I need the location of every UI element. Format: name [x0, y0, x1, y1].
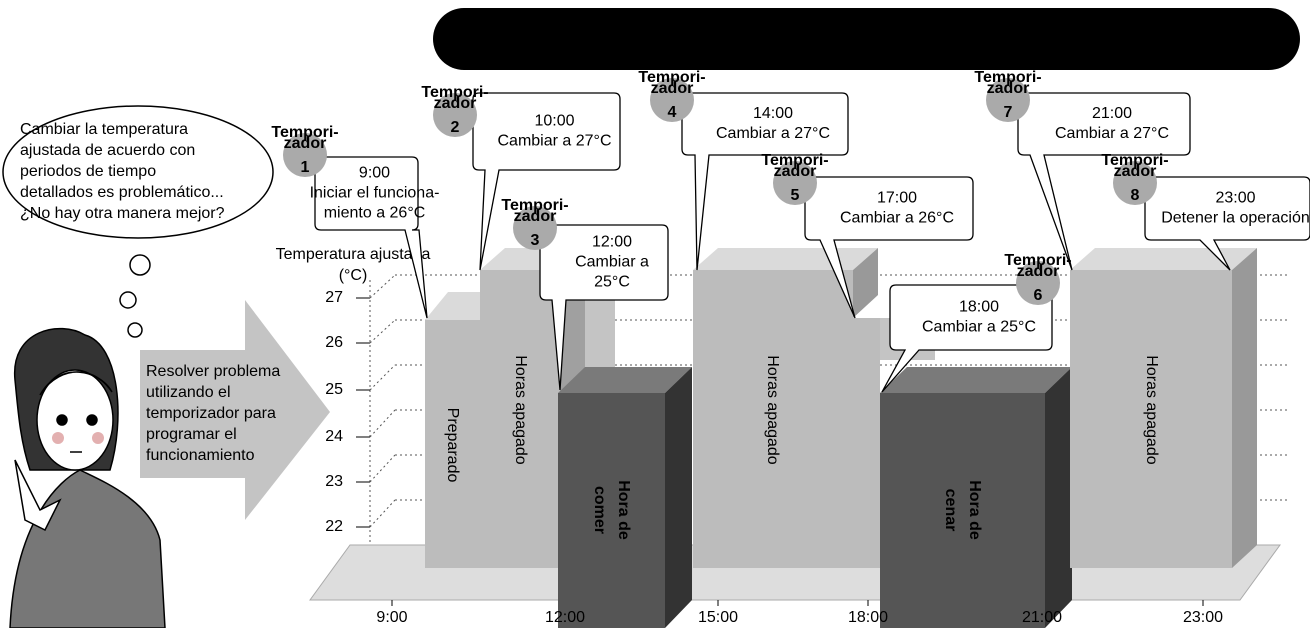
timer-number: 8 [1131, 187, 1140, 204]
callout-line: Cambiar a [575, 254, 649, 271]
timer-badge [433, 93, 477, 137]
block-label: Preparado [444, 408, 461, 483]
timer-badge-text: zador [774, 163, 817, 180]
timer-badge-text: Tempori- [638, 69, 705, 86]
thought-line: Cambiar la temperatura [20, 121, 188, 138]
timer-badge-text: Tempori- [1101, 152, 1168, 169]
timer-number: 7 [1004, 104, 1013, 121]
callout-line: Detener la operación [1161, 210, 1310, 227]
thought-line: detallados es problemático... [20, 184, 224, 201]
callout-line: 12:00 [592, 234, 632, 251]
timer-badge-text: zador [434, 95, 477, 112]
callout-line: 21:00 [1092, 105, 1132, 122]
block-label: Hora de [615, 480, 632, 540]
timer-badge-text: Tempori- [761, 152, 828, 169]
callout-line: Cambiar a 26°C [840, 210, 954, 227]
callout-line: 10:00 [534, 113, 574, 130]
x-tick-label: 18:00 [848, 609, 888, 626]
timer-badge-text: zador [284, 135, 327, 152]
timer-badge-text: Tempori- [1004, 252, 1071, 269]
timer-badge-text: zador [987, 80, 1030, 97]
callout-line: Cambiar a 25°C [922, 319, 1036, 336]
arrow [140, 300, 330, 520]
callout-line: 23:00 [1215, 190, 1255, 207]
timer-badge [773, 161, 817, 205]
title-banner [433, 8, 1300, 70]
thought-line: ajustada de acuerdo con [20, 142, 195, 159]
y-tick-label: 25 [325, 381, 343, 398]
timer-badge [1016, 261, 1060, 305]
timer-number: 3 [531, 232, 540, 249]
block-label: comer [591, 486, 608, 534]
x-tick-label: 15:00 [698, 609, 738, 626]
callout-line: 25°C [594, 274, 630, 291]
callout-line: Cambiar a 27°C [716, 125, 830, 142]
timer-number: 4 [668, 104, 677, 121]
timer-badge [1113, 161, 1157, 205]
callout-line: Cambiar a 27°C [1055, 125, 1169, 142]
block-label: Horas apagado [512, 355, 529, 465]
y-tick-label: 27 [325, 289, 343, 306]
timer-number: 6 [1034, 287, 1043, 304]
thought-line: ¿No hay otra manera mejor? [20, 205, 225, 222]
callout-line: 9:00 [359, 165, 390, 182]
callout-box [472, 92, 621, 271]
timer-badge-text: Tempori- [501, 197, 568, 214]
woman-illustration [9, 327, 166, 628]
y-tick-label: 24 [325, 428, 343, 445]
block-label: Horas apagado [764, 355, 781, 465]
timer-badge [513, 206, 557, 250]
arrow-line: Resolver problema [146, 363, 280, 380]
callout-line: 18:00 [959, 299, 999, 316]
callout-line: miento a 26°C [324, 205, 426, 222]
timer-badge [283, 133, 327, 177]
timer-badge-text: Tempori- [974, 69, 1041, 86]
y-tick-label: 23 [325, 473, 343, 490]
timer-badge-text: Tempori- [271, 124, 338, 141]
title-line: temperatura hasta 8 veces a lo largo de … [682, 43, 1050, 60]
thought-line: periodos de tiempo [20, 163, 156, 180]
timer-number: 2 [451, 119, 460, 136]
timer-badge-text: zador [1017, 263, 1060, 280]
timer-badge [650, 78, 694, 122]
block-label: Hora de [966, 480, 983, 540]
axis-label: Temperatura ajustada [276, 246, 431, 263]
arrow-line: temporizador para [146, 405, 276, 422]
callout-line: 17:00 [877, 190, 917, 207]
arrow-line: programar el [146, 426, 237, 443]
title-line: Puede activar/desactivar el funcionamien… [653, 17, 1079, 34]
callout-line: 14:00 [753, 105, 793, 122]
y-tick-label: 22 [325, 518, 343, 535]
timer-badge-text: zador [514, 208, 557, 225]
axis-unit: (°C) [339, 267, 368, 284]
timer-number: 5 [791, 187, 800, 204]
x-tick-label: 12:00 [545, 609, 585, 626]
timer-badge-text: zador [1114, 163, 1157, 180]
arrow-line: utilizando el [146, 384, 231, 401]
x-tick-label: 21:00 [1022, 609, 1062, 626]
timer-badge-text: Tempori- [421, 84, 488, 101]
timer-badge-text: zador [651, 80, 694, 97]
callout-line: Cambiar a 27°C [498, 133, 612, 150]
x-tick-label: 9:00 [376, 609, 407, 626]
y-tick-label: 26 [325, 334, 343, 351]
callout-line: Iniciar el funciona- [310, 185, 440, 202]
timer-badge [986, 78, 1030, 122]
thought-cloud [2, 105, 274, 338]
block-label: cenar [942, 489, 959, 532]
block-label: Horas apagado [1143, 355, 1160, 465]
x-tick-label: 23:00 [1183, 609, 1223, 626]
timer-number: 1 [301, 159, 310, 176]
arrow-line: funcionamiento [146, 447, 255, 464]
